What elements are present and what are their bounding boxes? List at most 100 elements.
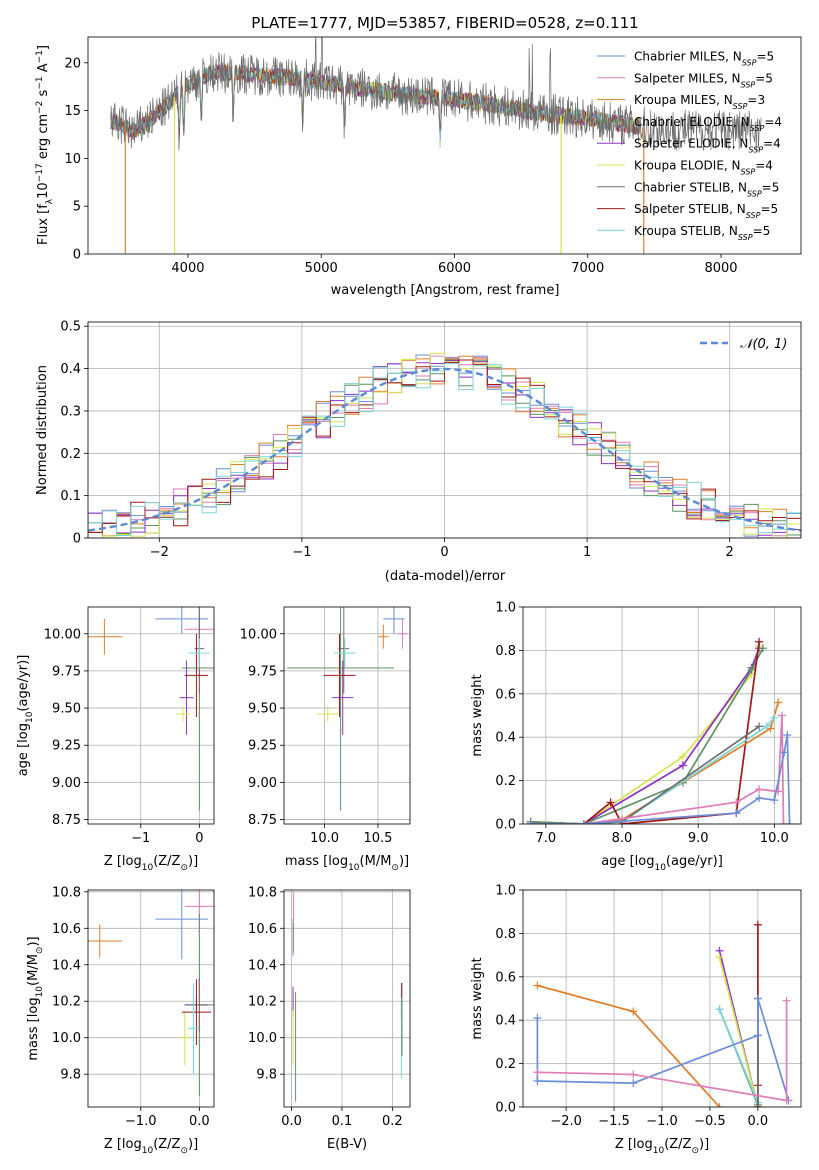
tick-label-x: 1 [583, 545, 591, 560]
legend-n: 5 [771, 202, 779, 216]
tick-label-x: 0.1 [332, 1114, 353, 1129]
weight-marker [755, 722, 764, 731]
tick-label-y: 0.6 [495, 687, 516, 702]
tick-label-y: 10.2 [248, 995, 277, 1010]
x-axis-label-part: Z [log [104, 1137, 142, 1152]
weight-marker [753, 920, 762, 929]
legend-eq: = [764, 115, 774, 129]
x-axis-label: E(B-V) [327, 1137, 367, 1152]
x-axis-label-part: 10 [348, 863, 360, 873]
tick-label-y: 0.1 [60, 489, 81, 504]
tick-label-y: 10.2 [52, 995, 81, 1010]
tick-label-y: 0.4 [495, 1014, 516, 1029]
axes-mass-vs-EBV: 0.0 0.1 0.2 9.8 10.0 10.2 10.4 10.6 10.8 [248, 885, 410, 1129]
histogram-series [88, 363, 801, 538]
legend-n: 5 [765, 71, 773, 85]
histogram-series [88, 359, 801, 538]
legend-eq: = [755, 159, 765, 173]
tick-label-y: 9.25 [248, 739, 277, 754]
legend-ssp: SSP [742, 58, 757, 67]
legend-n-prefix: , N [732, 137, 749, 151]
observed-spectrum-line [110, 37, 762, 151]
legend-model: Chabrier MILES [634, 50, 725, 64]
tick-label-y: 10.00 [240, 627, 277, 642]
tick-label-y: 9.00 [248, 776, 277, 791]
x-axis-label-part: )] [188, 854, 198, 869]
y-axis-label: age [log10(age/yr)] [16, 655, 35, 777]
y-axis-label-part: A [36, 63, 51, 76]
y-axis-label-part: s [36, 89, 51, 100]
tick-label-x: 6000 [438, 261, 471, 276]
y-axis-label: mass weight [470, 674, 485, 756]
y-axis-label-part: )] [26, 936, 41, 946]
weight-marker [579, 820, 588, 824]
legend-model: Salpeter ELODIE [634, 137, 732, 151]
weight-marker [732, 798, 741, 807]
legend-ssp: SSP [741, 80, 756, 89]
tick-label-y: 9.00 [52, 776, 81, 791]
legend-entry: Kroupa STELIB, NSSP=5 [634, 224, 770, 242]
weight-marker [785, 820, 794, 824]
legend-entry: Salpeter STELIB, NSSP=5 [634, 202, 778, 220]
x-axis-label-part: )] [399, 854, 409, 869]
legend-n: 4 [765, 159, 773, 173]
tick-label-x: 10.0 [310, 831, 339, 846]
legend-eq: = [762, 180, 772, 194]
weight-line [718, 1009, 759, 1104]
x-axis-label-part: 10 [142, 1146, 154, 1156]
tick-label-y: 10.6 [52, 922, 81, 937]
errorbars-mass-vs-EBV [292, 891, 403, 1102]
y-axis-label: mass weight [470, 957, 485, 1039]
weight-marker [533, 1076, 542, 1085]
axes-mass-weight-vs-age: 7.0 8.0 9.0 10.0 0.0 0.2 0.4 0.6 0.8 1.0 [495, 601, 801, 846]
legend-n-prefix: , N [716, 93, 733, 107]
legend-n: 4 [773, 137, 781, 151]
x-axis-label-part: age [log [601, 854, 654, 869]
weight-marker [779, 820, 788, 824]
tick-label-y: 0.8 [495, 644, 516, 659]
weight-marker [770, 713, 779, 722]
weight-marker [715, 1005, 724, 1014]
tick-label-y: 1.0 [495, 601, 516, 616]
tick-label-y: 0.2 [495, 774, 516, 789]
y-axis-label-part: age [log [16, 723, 31, 776]
tick-label-x: 0.0 [748, 1114, 769, 1129]
weight-marker [526, 820, 535, 824]
tick-label-y: 10.0 [52, 1031, 81, 1046]
legend-model: Kroupa STELIB [634, 224, 721, 238]
weight-marker [732, 809, 741, 818]
histograms [88, 352, 801, 538]
y-axis-label-part: mass [log [26, 997, 41, 1060]
axes-frame [283, 889, 411, 1108]
tick-label-x: 4000 [171, 261, 204, 276]
y-axis-label-part: −1 [35, 50, 45, 63]
axes-age-vs-Z: −1 0 8.75 9.00 9.25 9.50 9.75 10.00 [44, 607, 214, 846]
x-axis-label-part: ⊙ [180, 863, 188, 873]
legend-n: 5 [763, 224, 771, 238]
tick-label-y: 9.75 [52, 664, 81, 679]
legend-ssp: SSP [741, 167, 756, 176]
tick-label-x: −2.0 [550, 1114, 582, 1129]
weight-line [530, 645, 760, 824]
legend-eq: = [756, 50, 766, 64]
weight-marker [629, 1079, 638, 1088]
errorbars-mass-vs-Z [88, 890, 214, 1097]
y-axis-label-part: erg cm [36, 114, 51, 163]
weight-marker [629, 1070, 638, 1079]
tick-label-x: 10.5 [363, 831, 392, 846]
y-axis-label-part: (M/M [26, 954, 41, 986]
tick-label-x: −2 [150, 545, 169, 560]
axes-spectrum: 4000 5000 6000 7000 8000 0 5 10 15 20 [64, 56, 737, 276]
axes-frame [87, 321, 802, 539]
tick-label-y: 8.75 [52, 813, 81, 828]
axes-mass-vs-Z: −1.0 0.0 9.8 10.0 10.2 10.4 10.6 10.8 [52, 885, 214, 1129]
tick-label-y: 0.4 [495, 731, 516, 746]
tick-label-y: 5 [73, 200, 81, 215]
tick-label-y: 9.50 [248, 702, 277, 717]
weight-marker [715, 953, 724, 962]
tick-label-y: 0.2 [495, 1057, 516, 1072]
tick-label-y: 0.0 [495, 818, 516, 833]
weight-line [530, 647, 760, 824]
y-axis-label-part: 10 [25, 711, 35, 723]
